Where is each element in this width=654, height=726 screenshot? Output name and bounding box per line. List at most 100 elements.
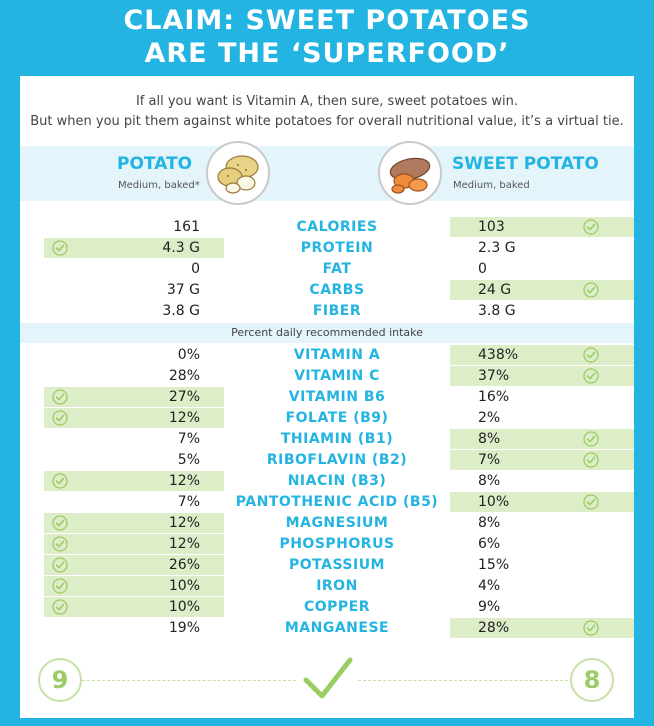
sweet-potato-value: 103: [450, 217, 634, 237]
nutrient-name: POTASSIUM: [288, 557, 385, 573]
table-row: 7% PANTOTHENIC ACID (B5) 10%: [20, 492, 634, 512]
table-row: 12% PHOSPHORUS 6%: [20, 534, 634, 554]
sweet-potato-value: 10%: [450, 492, 634, 512]
potato-value: 27%: [44, 387, 224, 407]
nutrient-name: PHOSPHORUS: [279, 536, 395, 552]
nutrient-name: NIACIN (B3): [287, 473, 387, 489]
table-row: 161 CALORIES 103: [20, 217, 634, 237]
potato-value: 0: [191, 261, 200, 277]
intro-text: If all you want is Vitamin A, then sure,…: [20, 92, 634, 132]
sweet-potato-value: 16%: [478, 389, 510, 405]
table-row: 7% THIAMIN (B1) 8%: [20, 429, 634, 449]
nutrient-name: CARBS: [309, 282, 365, 298]
big-check-icon: [300, 652, 354, 706]
nutrient-name: CALORIES: [296, 219, 378, 235]
potato-value: 10%: [44, 576, 224, 596]
potato-value: 19%: [168, 620, 200, 636]
table-row: 12% MAGNESIUM 8%: [20, 513, 634, 533]
check-circle-icon: [583, 620, 599, 636]
table-row: 3.8 G FIBER 3.8 G: [20, 301, 634, 321]
check-circle-icon: [583, 431, 599, 447]
potato-value: 161: [173, 219, 200, 235]
potato-value: 12%: [44, 408, 224, 428]
table-row: 0% VITAMIN A 438%: [20, 345, 634, 365]
check-circle-icon: [583, 347, 599, 363]
check-circle-icon: [52, 515, 68, 531]
sweet-potato-subheading: Medium, baked: [453, 180, 530, 191]
table-row: 26% POTASSIUM 15%: [20, 555, 634, 575]
table-row: 27% VITAMIN B6 16%: [20, 387, 634, 407]
potato-value: 0%: [177, 347, 200, 363]
potato-value: 26%: [44, 555, 224, 575]
check-circle-icon: [52, 240, 68, 256]
intro-line-1: If all you want is Vitamin A, then sure,…: [135, 94, 519, 109]
nutrient-name: COPPER: [303, 599, 371, 615]
table-row: 37 G CARBS 24 G: [20, 280, 634, 300]
table-row: 10% COPPER 9%: [20, 597, 634, 617]
potato-heading: POTATO: [117, 154, 193, 174]
check-circle-icon: [52, 389, 68, 405]
sweet-potato-value: 24 G: [450, 280, 634, 300]
nutrient-name: IRON: [316, 578, 358, 594]
sweet-potato-value: 8%: [478, 473, 501, 489]
table-row: 5% RIBOFLAVIN (B2) 7%: [20, 450, 634, 470]
table-row: 12% FOLATE (B9) 2%: [20, 408, 634, 428]
sweet-potato-value: 3.8 G: [478, 303, 516, 319]
table-row: 12% NIACIN (B3) 8%: [20, 471, 634, 491]
sweet-potato-value: 9%: [478, 599, 501, 615]
sweet-potato-value: 6%: [478, 536, 501, 552]
check-circle-icon: [52, 599, 68, 615]
nutrient-name: VITAMIN B6: [288, 389, 386, 405]
potato-score: 9: [38, 658, 82, 702]
sweet-potato-illustration: [378, 141, 442, 205]
header-band: [20, 146, 634, 201]
sweet-potato-value: 438%: [450, 345, 634, 365]
table-row: 0 FAT 0: [20, 259, 634, 279]
nutrient-name: MANGANESE: [284, 620, 390, 636]
check-circle-icon: [583, 219, 599, 235]
potato-subheading: Medium, baked*: [118, 180, 200, 191]
nutrient-name: FAT: [322, 261, 352, 277]
nutrient-name: VITAMIN C: [294, 368, 380, 384]
sweet-potato-value: 7%: [450, 450, 634, 470]
check-circle-icon: [52, 410, 68, 426]
intro-line-2: But when you pit them against white pota…: [30, 114, 624, 129]
page-title: CLAIM: SWEET POTATOES ARE THE ‘SUPERFOOD…: [0, 4, 654, 70]
potato-value: 37 G: [166, 282, 200, 298]
potato-value: 12%: [44, 471, 224, 491]
nutrient-name: VITAMIN A: [293, 347, 381, 363]
sweet-potato-heading: SWEET POTATO: [452, 154, 599, 174]
nutrient-name: PROTEIN: [300, 240, 374, 256]
sweet-potato-value: 8%: [450, 429, 634, 449]
percent-daily-label: Percent daily recommended intake: [20, 323, 634, 343]
check-circle-icon: [52, 473, 68, 489]
sweet-potato-value: 15%: [478, 557, 510, 573]
sweet-potato-value: 2.3 G: [478, 240, 516, 256]
check-circle-icon: [583, 368, 599, 384]
potato-value: 10%: [44, 597, 224, 617]
nutrient-name: RIBOFLAVIN (B2): [266, 452, 408, 468]
table-row: 10% IRON 4%: [20, 576, 634, 596]
nutrient-name: PANTOTHENIC ACID (B5): [235, 494, 439, 510]
sweet-potato-value: 28%: [450, 618, 634, 638]
sweet-potato-value: 0: [478, 261, 487, 277]
check-circle-icon: [52, 536, 68, 552]
sweet-potato-value: 2%: [478, 410, 501, 426]
potato-value: 12%: [44, 534, 224, 554]
table-row: 4.3 G PROTEIN 2.3 G: [20, 238, 634, 258]
check-circle-icon: [583, 282, 599, 298]
sweet-potato-value: 37%: [450, 366, 634, 386]
potato-illustration: [206, 141, 270, 205]
score-divider-right: [358, 680, 568, 681]
check-circle-icon: [583, 494, 599, 510]
potato-value: 4.3 G: [44, 238, 224, 258]
title-line-2: ARE THE ‘SUPERFOOD’: [144, 38, 510, 69]
nutrient-name: THIAMIN (B1): [280, 431, 394, 447]
check-circle-icon: [583, 452, 599, 468]
potato-value: 7%: [177, 431, 200, 447]
table-row: 19% MANGANESE 28%: [20, 618, 634, 638]
potato-value: 5%: [177, 452, 200, 468]
table-row: 28% VITAMIN C 37%: [20, 366, 634, 386]
nutrient-name: FOLATE (B9): [285, 410, 389, 426]
potato-value: 28%: [168, 368, 200, 384]
